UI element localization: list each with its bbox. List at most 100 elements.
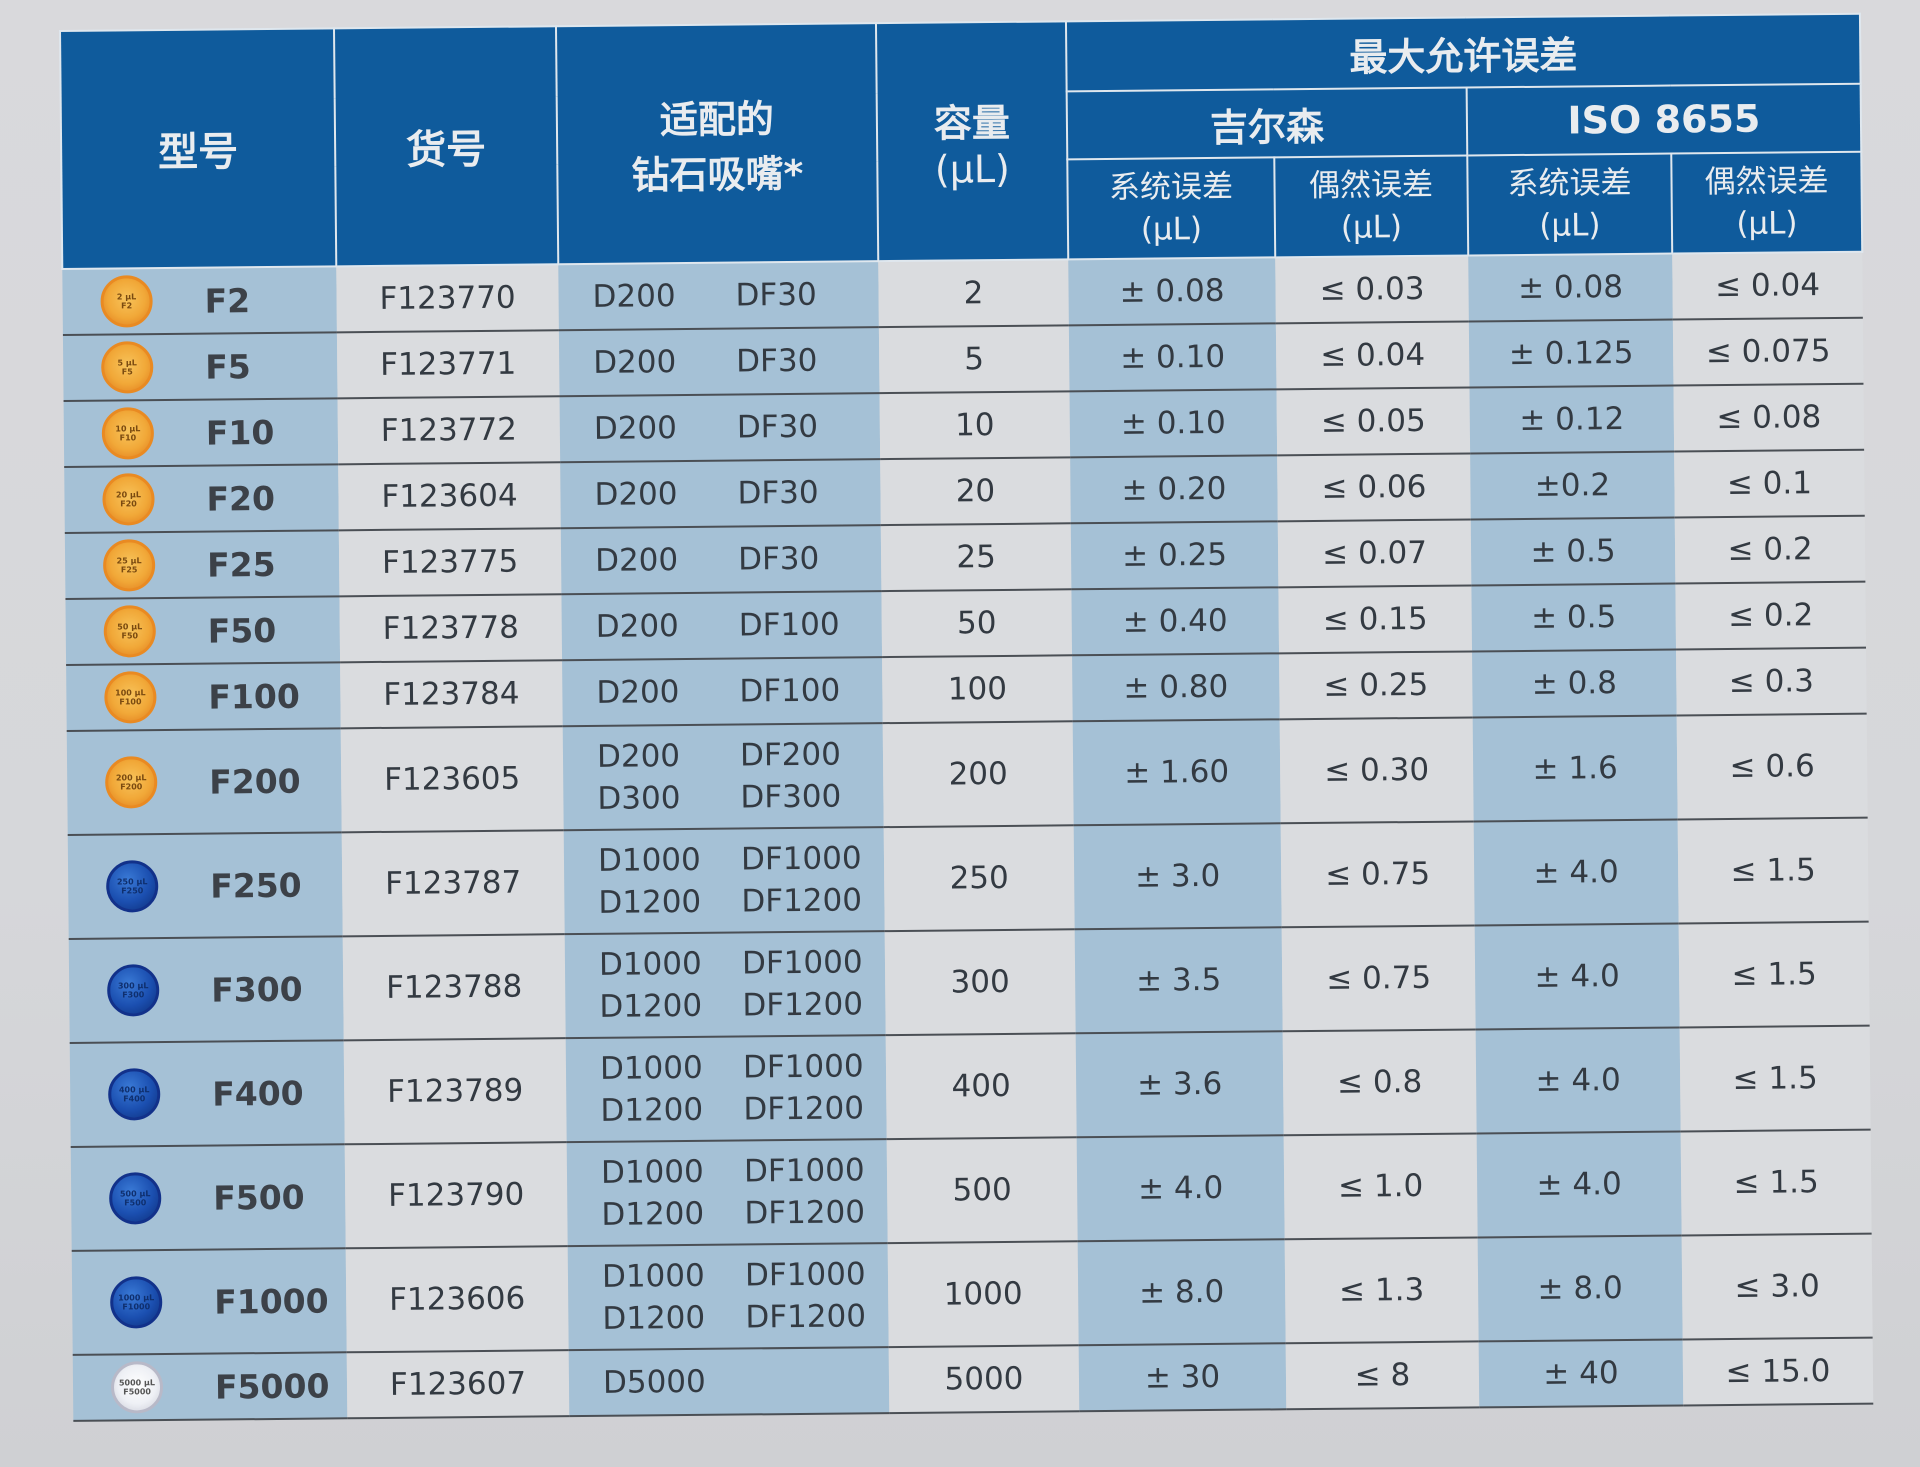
gilson-random-error: ≤ 0.04 [1275, 321, 1470, 390]
table-row: 400 µL F400 F400 F123789 D1000 DF1000 D120… [69, 1025, 1871, 1147]
badge-model: F250 [121, 886, 144, 896]
model-name: F400 [212, 1073, 304, 1114]
gilson-systematic-error: ± 3.5 [1074, 927, 1283, 1034]
catalog-number: F123778 [339, 594, 563, 663]
gilson-random-error: ≤ 0.03 [1275, 255, 1469, 324]
iso-systematic-error: ± 0.8 [1472, 649, 1677, 718]
model-cell: 10 µL F10 F10 [63, 398, 339, 467]
compatible-tips: D1000 DF1000 D1200 DF1200 [567, 1243, 889, 1351]
badge-volume: 10 µL [115, 424, 141, 434]
badge-model: F200 [120, 782, 143, 792]
badge-volume: 300 µL [117, 981, 149, 991]
compatible-tips: D200 DF100 [562, 657, 883, 727]
unit: (µL) [1140, 211, 1203, 248]
tip-code: D200 [594, 476, 678, 513]
compatible-tips: D200 DF30 [560, 525, 882, 595]
compatible-tips: D200 DF30 [558, 261, 879, 331]
iso-random-error: ≤ 3.0 [1681, 1233, 1873, 1340]
gilson-random-error: ≤ 0.30 [1279, 717, 1474, 824]
gilson-systematic-error: ± 1.60 [1072, 719, 1281, 826]
iso-random-error: ≤ 0.1 [1674, 449, 1865, 518]
iso-random-error: ≤ 0.2 [1675, 581, 1867, 650]
compatible-tips: D1000 DF1000 D1200 DF1200 [564, 931, 886, 1039]
volume: 2 [878, 259, 1069, 328]
spec-sheet: 型号 货号 适配的 钻石吸嘴* 容量 (µL) 最大允许误差 吉尔森 ISO 8… [59, 12, 1913, 1450]
model-cell: 20 µL F20 F20 [64, 464, 339, 533]
volume: 300 [884, 929, 1076, 1036]
iso-systematic-error: ± 0.5 [1471, 583, 1677, 652]
gilson-systematic-error: ± 4.0 [1076, 1135, 1285, 1242]
tip-code: DF1200 [742, 986, 864, 1024]
iso-random-error: ≤ 0.3 [1676, 647, 1867, 716]
iso-random-error: ≤ 1.5 [1677, 817, 1869, 924]
iso-systematic-error: ± 0.5 [1470, 517, 1676, 586]
gilson-systematic-error: ± 0.08 [1068, 257, 1276, 326]
model-name: F200 [209, 761, 301, 802]
model-cell: 25 µL F25 F25 [64, 530, 340, 599]
compatible-tips: D1000 DF1000 D1200 DF1200 [566, 1139, 888, 1247]
tip-code: D200 [596, 738, 681, 775]
tip-code: D1000 [597, 841, 701, 879]
volume: 400 [885, 1033, 1077, 1140]
tip-code: DF1000 [741, 944, 863, 982]
compatible-tips: D200 DF30 [558, 327, 880, 397]
header-iso: ISO 8655 [1466, 83, 1862, 156]
iso-systematic-error: ± 0.08 [1468, 253, 1673, 322]
gilson-random-error: ≤ 8 [1285, 1341, 1480, 1410]
badge-model: F50 [121, 631, 139, 641]
badge-model: F10 [119, 433, 137, 443]
tip-code: D1000 [598, 945, 702, 983]
iso-systematic-error: ± 4.0 [1474, 923, 1680, 1030]
tip-code: D1200 [600, 1091, 704, 1129]
catalog-number: F123605 [340, 726, 564, 833]
volume: 500 [886, 1137, 1078, 1244]
gilson-random-error: ≤ 0.05 [1276, 387, 1471, 456]
badge-volume: 25 µL [116, 556, 142, 566]
pipette-color-badge-icon: 2 µL F2 [100, 275, 153, 328]
badge-model: F25 [120, 565, 138, 575]
iso-systematic-error: ± 4.0 [1476, 1131, 1682, 1238]
header-volume-label: 容量 [933, 100, 1011, 146]
badge-model: F20 [120, 499, 137, 509]
catalog-number: F123772 [337, 396, 561, 465]
model-name: F50 [207, 610, 277, 651]
label: 偶然误差 [1704, 163, 1829, 201]
iso-systematic-error: ± 4.0 [1475, 1027, 1681, 1134]
pipette-color-badge-icon: 400 µL F400 [107, 1068, 161, 1121]
iso-random-error: ≤ 1.5 [1678, 921, 1870, 1028]
badge-volume: 1000 µL [118, 1293, 155, 1303]
tip-code: D1200 [601, 1195, 705, 1233]
iso-systematic-error: ± 40 [1478, 1339, 1684, 1408]
model-name: F1000 [214, 1280, 329, 1322]
unit: (µL) [1539, 207, 1601, 244]
model-name: F250 [210, 865, 302, 906]
model-name: F300 [211, 969, 303, 1010]
tip-code: DF30 [737, 474, 819, 512]
tip-code: D200 [592, 278, 676, 315]
tip-code: D200 [595, 608, 679, 645]
catalog-number: F123784 [340, 660, 563, 729]
tip-code: D300 [597, 780, 681, 817]
gilson-systematic-error: ± 0.80 [1072, 653, 1280, 722]
tip-code: DF30 [736, 342, 818, 380]
badge-volume: 500 µL [119, 1189, 151, 1199]
tip-code: D1200 [602, 1299, 706, 1337]
pipette-color-badge-icon: 20 µL F20 [102, 473, 155, 526]
model-cell: 5 µL F5 F5 [62, 332, 338, 401]
volume: 200 [882, 721, 1074, 828]
model-cell: 500 µL F500 F500 [70, 1144, 346, 1251]
unit: (µL) [1736, 205, 1798, 242]
tip-code: D1000 [601, 1257, 705, 1295]
tip-code: DF1200 [741, 882, 863, 920]
model-name: F2 [204, 280, 251, 321]
catalog-number: F123787 [341, 830, 565, 937]
model-cell: 200 µL F200 F200 [66, 728, 342, 835]
pipette-color-badge-icon: 1000 µL F1000 [109, 1276, 163, 1329]
model-name: F100 [208, 676, 301, 717]
volume: 50 [881, 589, 1073, 658]
model-name: F500 [213, 1177, 305, 1218]
tip-code: DF1000 [740, 840, 862, 878]
iso-systematic-error: ± 0.12 [1469, 385, 1675, 454]
table-row: 200 µL F200 F200 F123605 D200 DF200 D300 DF… [66, 713, 1868, 835]
iso-random-error: ≤ 0.04 [1672, 251, 1863, 320]
